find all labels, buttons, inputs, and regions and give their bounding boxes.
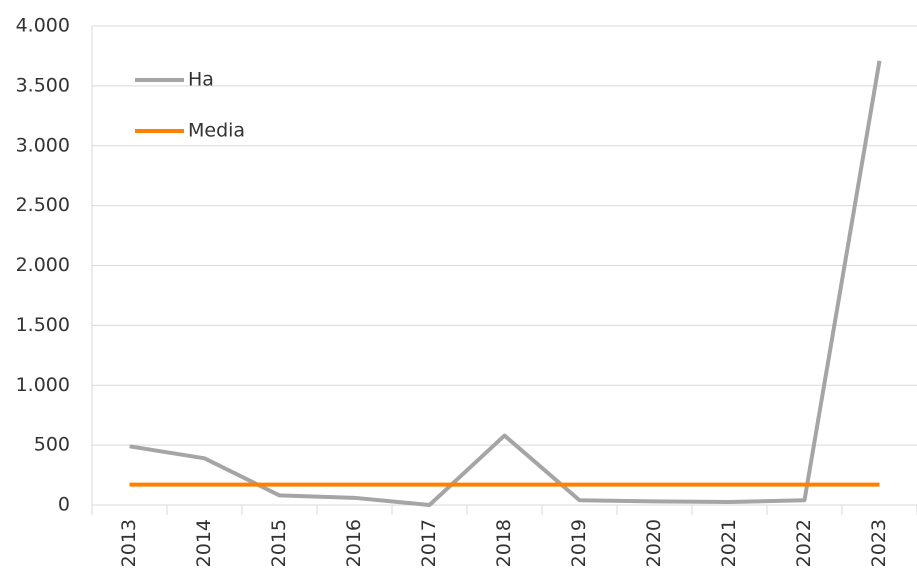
- x-tick-label: 2019: [568, 519, 590, 567]
- y-tick-label: 3.500: [16, 74, 70, 96]
- x-tick-label: 2020: [643, 519, 665, 567]
- x-tick-label: 2021: [718, 519, 740, 567]
- y-tick-label: 1.000: [16, 374, 70, 396]
- y-tick-label: 1.500: [16, 314, 70, 336]
- y-tick-label: 4.000: [16, 15, 70, 37]
- y-tick-label: 3.000: [16, 134, 70, 156]
- x-tick-label: 2022: [793, 519, 815, 567]
- x-tick-label: 2013: [118, 519, 140, 567]
- x-tick-label: 2016: [343, 519, 365, 567]
- legend-label: Media: [188, 120, 245, 142]
- x-tick-label: 2023: [868, 519, 890, 567]
- x-tick-label: 2018: [493, 519, 515, 567]
- x-tick-label: 2014: [193, 519, 215, 567]
- legend-label: Ha: [188, 69, 214, 91]
- x-tick-label: 2015: [268, 519, 290, 567]
- y-tick-label: 500: [34, 434, 70, 456]
- y-tick-label: 0: [58, 494, 70, 516]
- y-tick-label: 2.500: [16, 194, 70, 216]
- x-tick-label: 2017: [418, 519, 440, 567]
- y-tick-label: 2.000: [16, 254, 70, 276]
